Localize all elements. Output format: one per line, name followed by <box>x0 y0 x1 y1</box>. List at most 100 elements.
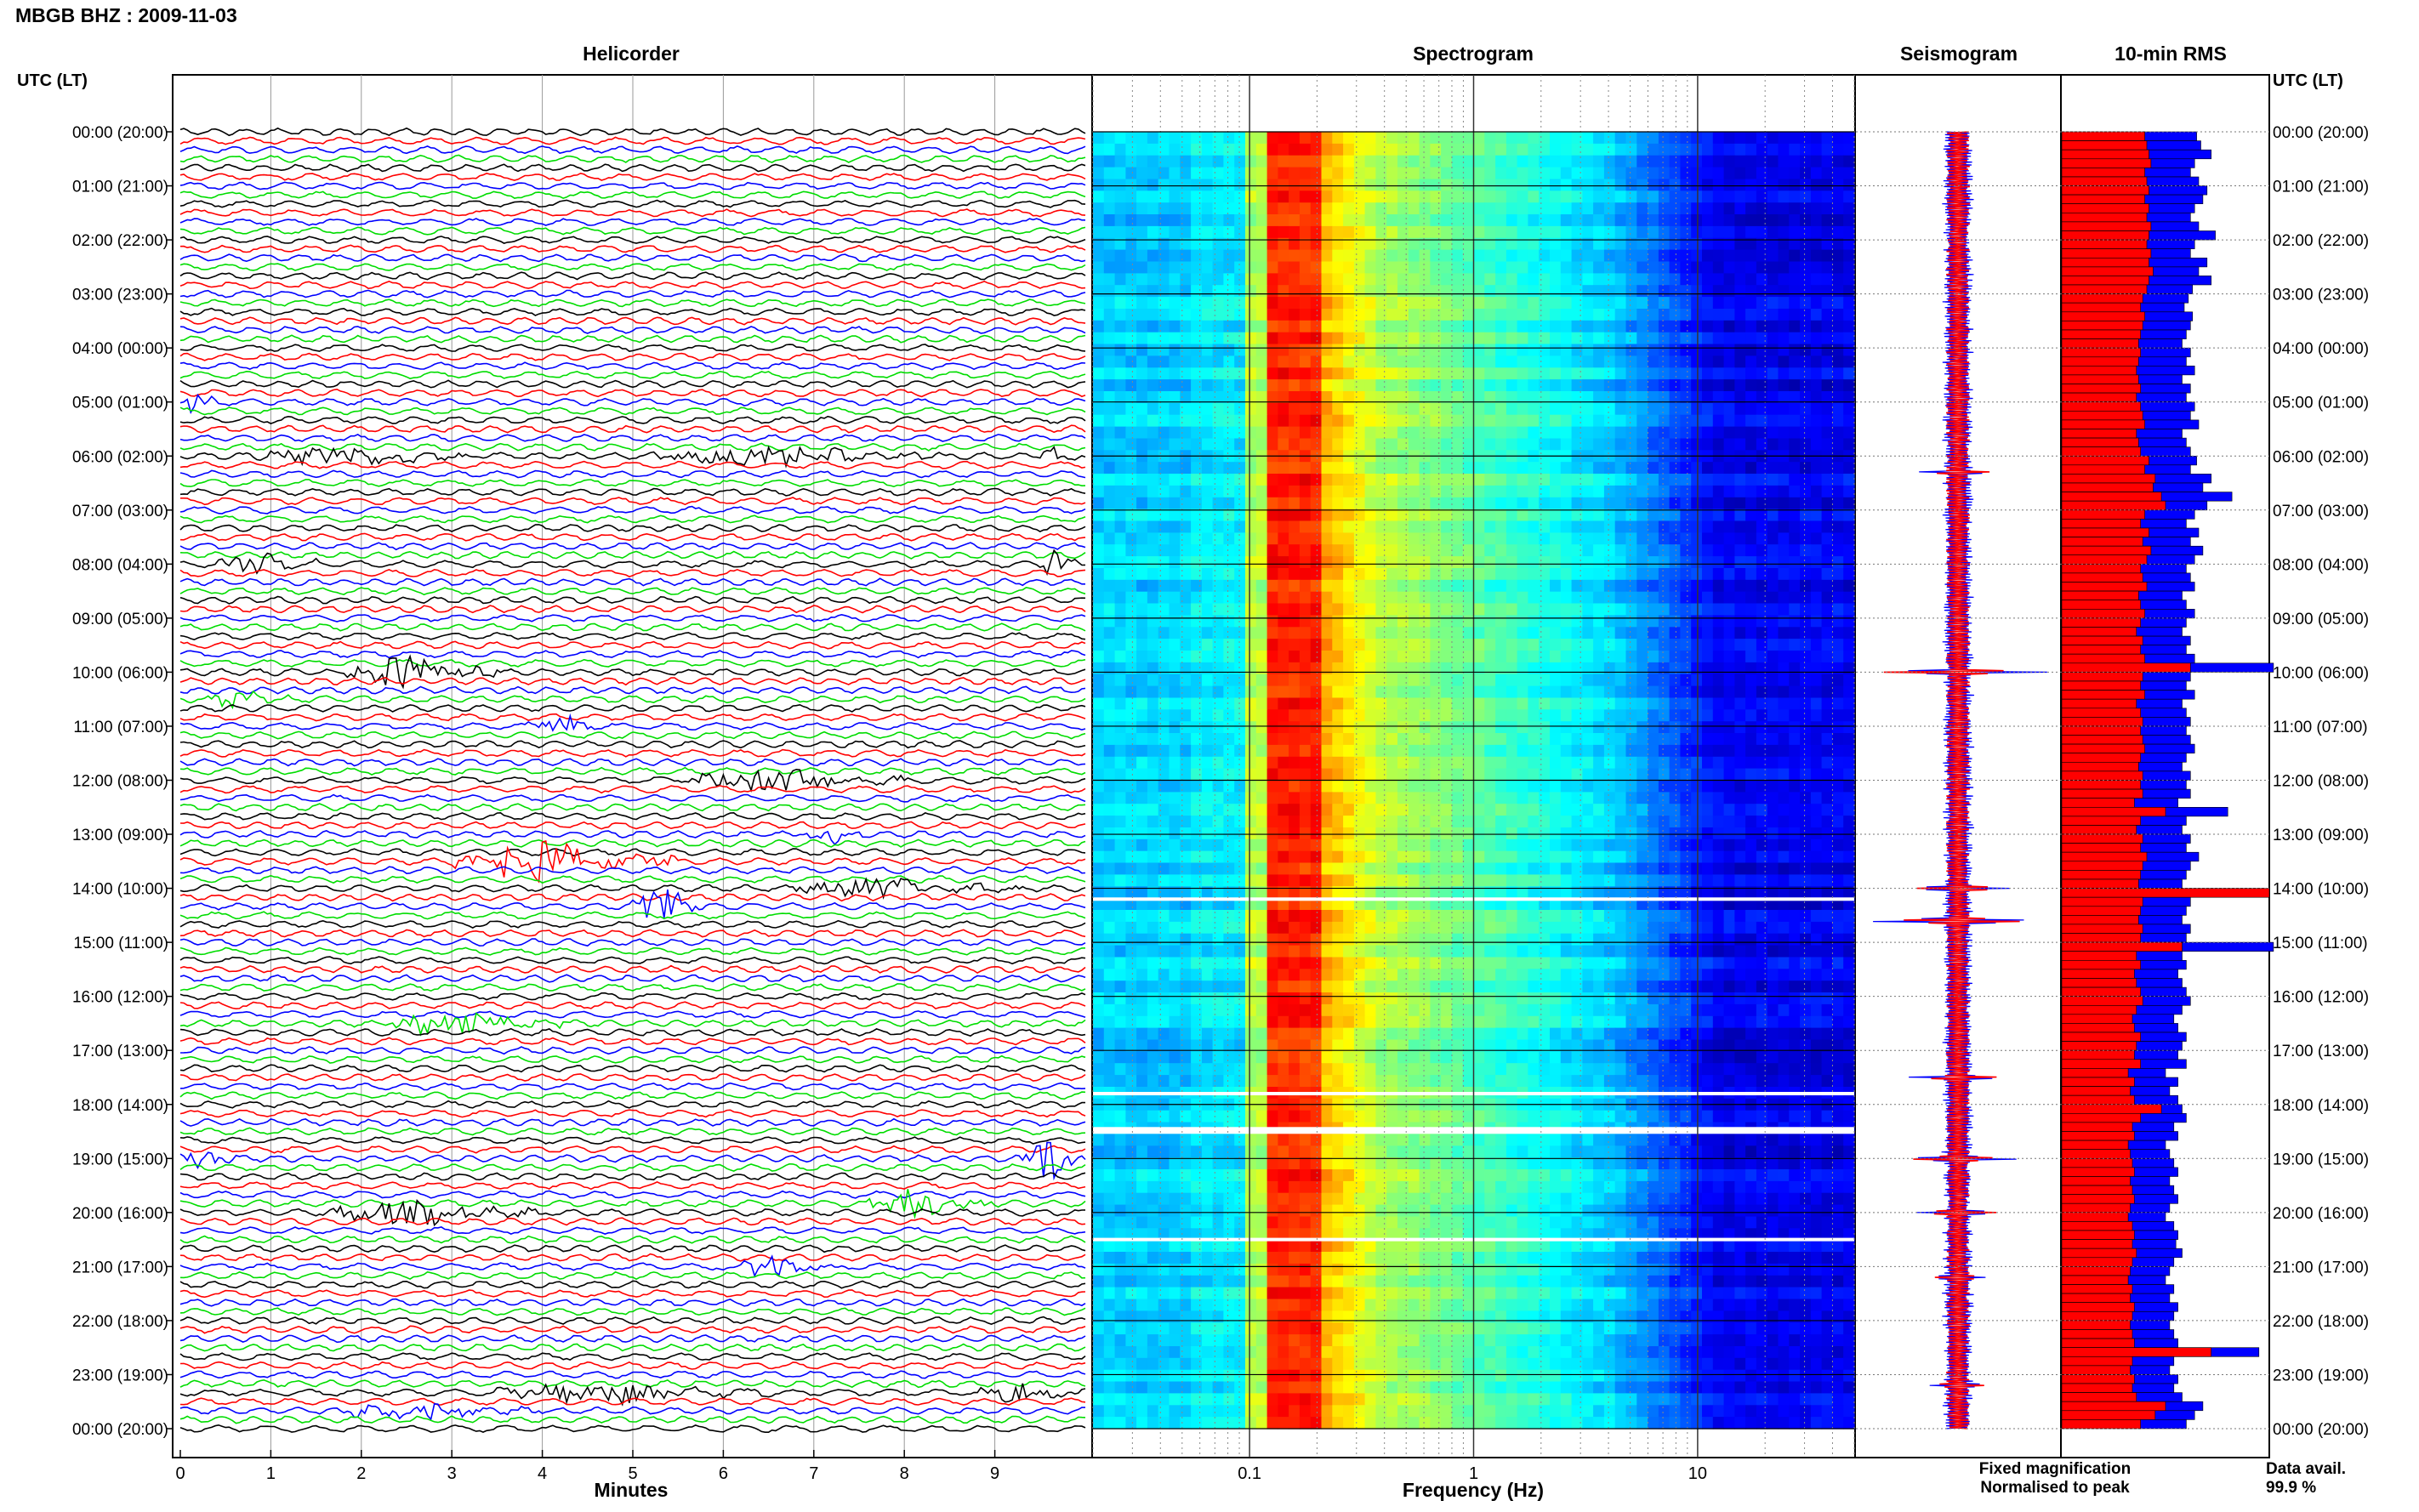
spectrogram-cell <box>1658 225 1671 239</box>
spectrogram-cell <box>1441 674 1453 687</box>
spectrogram-cell <box>1321 249 1333 263</box>
spectrogram-cell <box>1712 285 1725 298</box>
spectrogram-cell <box>1473 568 1485 581</box>
spectrogram-cell <box>1702 202 1714 215</box>
spectrogram-cell <box>1505 261 1518 274</box>
spectrogram-cell <box>1832 768 1844 782</box>
spectrogram-cell <box>1756 627 1768 639</box>
spectrogram-cell <box>1451 544 1464 557</box>
spectrogram-cell <box>1810 603 1823 616</box>
spectrogram-cell <box>1278 143 1289 156</box>
spectrogram-cell <box>1810 202 1823 215</box>
spectrogram-cell <box>1658 838 1671 852</box>
spectrogram-cell <box>1745 261 1757 274</box>
spectrogram-cell <box>1289 249 1301 263</box>
spectrogram-cell <box>1517 709 1528 722</box>
spectrogram-cell <box>1364 225 1376 239</box>
spectrogram-cell <box>1289 190 1301 203</box>
spectrogram-cell <box>1278 355 1289 368</box>
spectrogram-cell <box>1603 651 1616 663</box>
spectrogram-cell <box>1473 651 1485 663</box>
spectrogram-cell <box>1702 167 1714 180</box>
spectrogram-cell <box>1614 520 1627 533</box>
spectrogram-cell <box>1800 273 1812 286</box>
spectrogram-cell <box>1756 862 1768 875</box>
spectrogram-cell <box>1723 273 1735 286</box>
spectrogram-cell <box>1648 804 1659 816</box>
spectrogram-cell <box>1158 556 1170 569</box>
spectrogram-cell <box>1767 744 1779 758</box>
spectrogram-cell <box>1408 344 1420 356</box>
spectrogram-cell <box>1114 332 1126 345</box>
spectrogram-cell <box>1550 132 1562 145</box>
spectrogram-cell <box>1364 237 1376 251</box>
spectrogram-cell <box>1343 568 1355 581</box>
spectrogram-cell <box>1473 556 1485 569</box>
spectrogram-cell <box>1767 379 1779 392</box>
spectrogram-cell <box>1528 532 1540 545</box>
spectrogram-cell <box>1147 249 1159 263</box>
spectrogram-cell <box>1658 709 1671 722</box>
spectrogram-cell <box>1136 603 1148 616</box>
spectrogram-cell <box>1745 320 1757 333</box>
spectrogram-cell <box>1375 544 1387 557</box>
spectrogram-cell <box>1528 862 1540 875</box>
spectrogram-cell <box>1332 768 1344 782</box>
spectrogram-cell <box>1528 709 1540 722</box>
spectrogram-cell <box>1484 520 1496 533</box>
spectrogram-cell <box>1158 816 1170 828</box>
spectrogram-cell <box>1278 332 1289 345</box>
spectrogram-cell <box>1180 132 1192 145</box>
spectrogram-cell <box>1430 344 1442 356</box>
spectrogram-cell <box>1212 297 1224 310</box>
spectrogram-cell <box>1669 697 1681 710</box>
spectrogram-cell <box>1321 143 1333 156</box>
spectrogram-cell <box>1255 167 1268 180</box>
spectrogram-cell <box>1397 862 1409 875</box>
spectrogram-cell <box>1430 874 1442 887</box>
spectrogram-cell <box>1332 402 1344 416</box>
spectrogram-cell <box>1462 744 1475 758</box>
spectrogram-cell <box>1505 391 1518 404</box>
spectrogram-cell <box>1560 662 1573 675</box>
spectrogram-cell <box>1136 615 1148 628</box>
spectrogram-cell <box>1451 910 1464 923</box>
spectrogram-cell <box>1180 651 1192 663</box>
spectrogram-cell <box>1680 379 1692 392</box>
spectrogram-cell <box>1821 568 1833 581</box>
spectrogram-cell <box>1723 709 1735 722</box>
spectrogram-cell <box>1734 709 1746 722</box>
spectrogram-cell <box>1582 816 1594 828</box>
spectrogram-cell <box>1625 898 1637 911</box>
spectrogram-cell <box>1191 391 1203 404</box>
spectrogram-cell <box>1397 921 1409 935</box>
spectrogram-cell <box>1223 838 1235 852</box>
spectrogram-cell <box>1691 838 1703 852</box>
spectrogram-cell <box>1234 780 1246 793</box>
spectrogram-cell <box>1756 285 1768 298</box>
spectrogram-cell <box>1669 591 1681 605</box>
spectrogram-cell <box>1386 402 1398 416</box>
spectrogram-cell <box>1505 780 1518 793</box>
spectrogram-cell <box>1310 367 1323 380</box>
spectrogram-cell <box>1223 509 1235 522</box>
spectrogram-cell <box>1800 155 1812 168</box>
spectrogram-cell <box>1745 850 1757 864</box>
spectrogram-cell <box>1756 651 1768 663</box>
spectrogram-cell <box>1669 285 1681 298</box>
spectrogram-cell <box>1550 627 1562 639</box>
spectrogram-cell <box>1734 850 1746 864</box>
spectrogram-cell <box>1832 804 1844 816</box>
spectrogram-cell <box>1386 273 1398 286</box>
spectrogram-cell <box>1625 862 1637 875</box>
spectrogram-cell <box>1810 780 1823 793</box>
spectrogram-cell <box>1255 344 1268 356</box>
spectrogram-cell <box>1484 285 1496 298</box>
spectrogram-cell <box>1201 662 1214 675</box>
spectrogram-cell <box>1278 862 1289 875</box>
spectrogram-cell <box>1800 438 1812 451</box>
spectrogram-cell <box>1408 556 1420 569</box>
spectrogram-cell <box>1462 474 1475 486</box>
spectrogram-cell <box>1734 544 1746 557</box>
spectrogram-cell <box>1745 285 1757 298</box>
